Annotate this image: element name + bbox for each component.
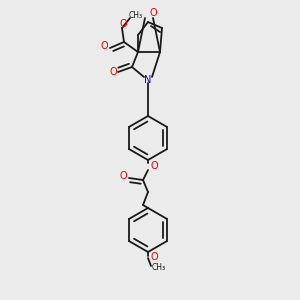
Text: CH₃: CH₃ xyxy=(129,11,143,20)
Text: O: O xyxy=(119,19,127,29)
Text: O: O xyxy=(100,41,108,51)
Text: O: O xyxy=(150,161,158,171)
Text: O: O xyxy=(150,252,158,262)
Text: CH₃: CH₃ xyxy=(152,262,166,272)
Text: O: O xyxy=(149,8,157,18)
Text: N: N xyxy=(144,75,152,85)
Text: O: O xyxy=(109,67,117,77)
Text: O: O xyxy=(119,171,127,181)
